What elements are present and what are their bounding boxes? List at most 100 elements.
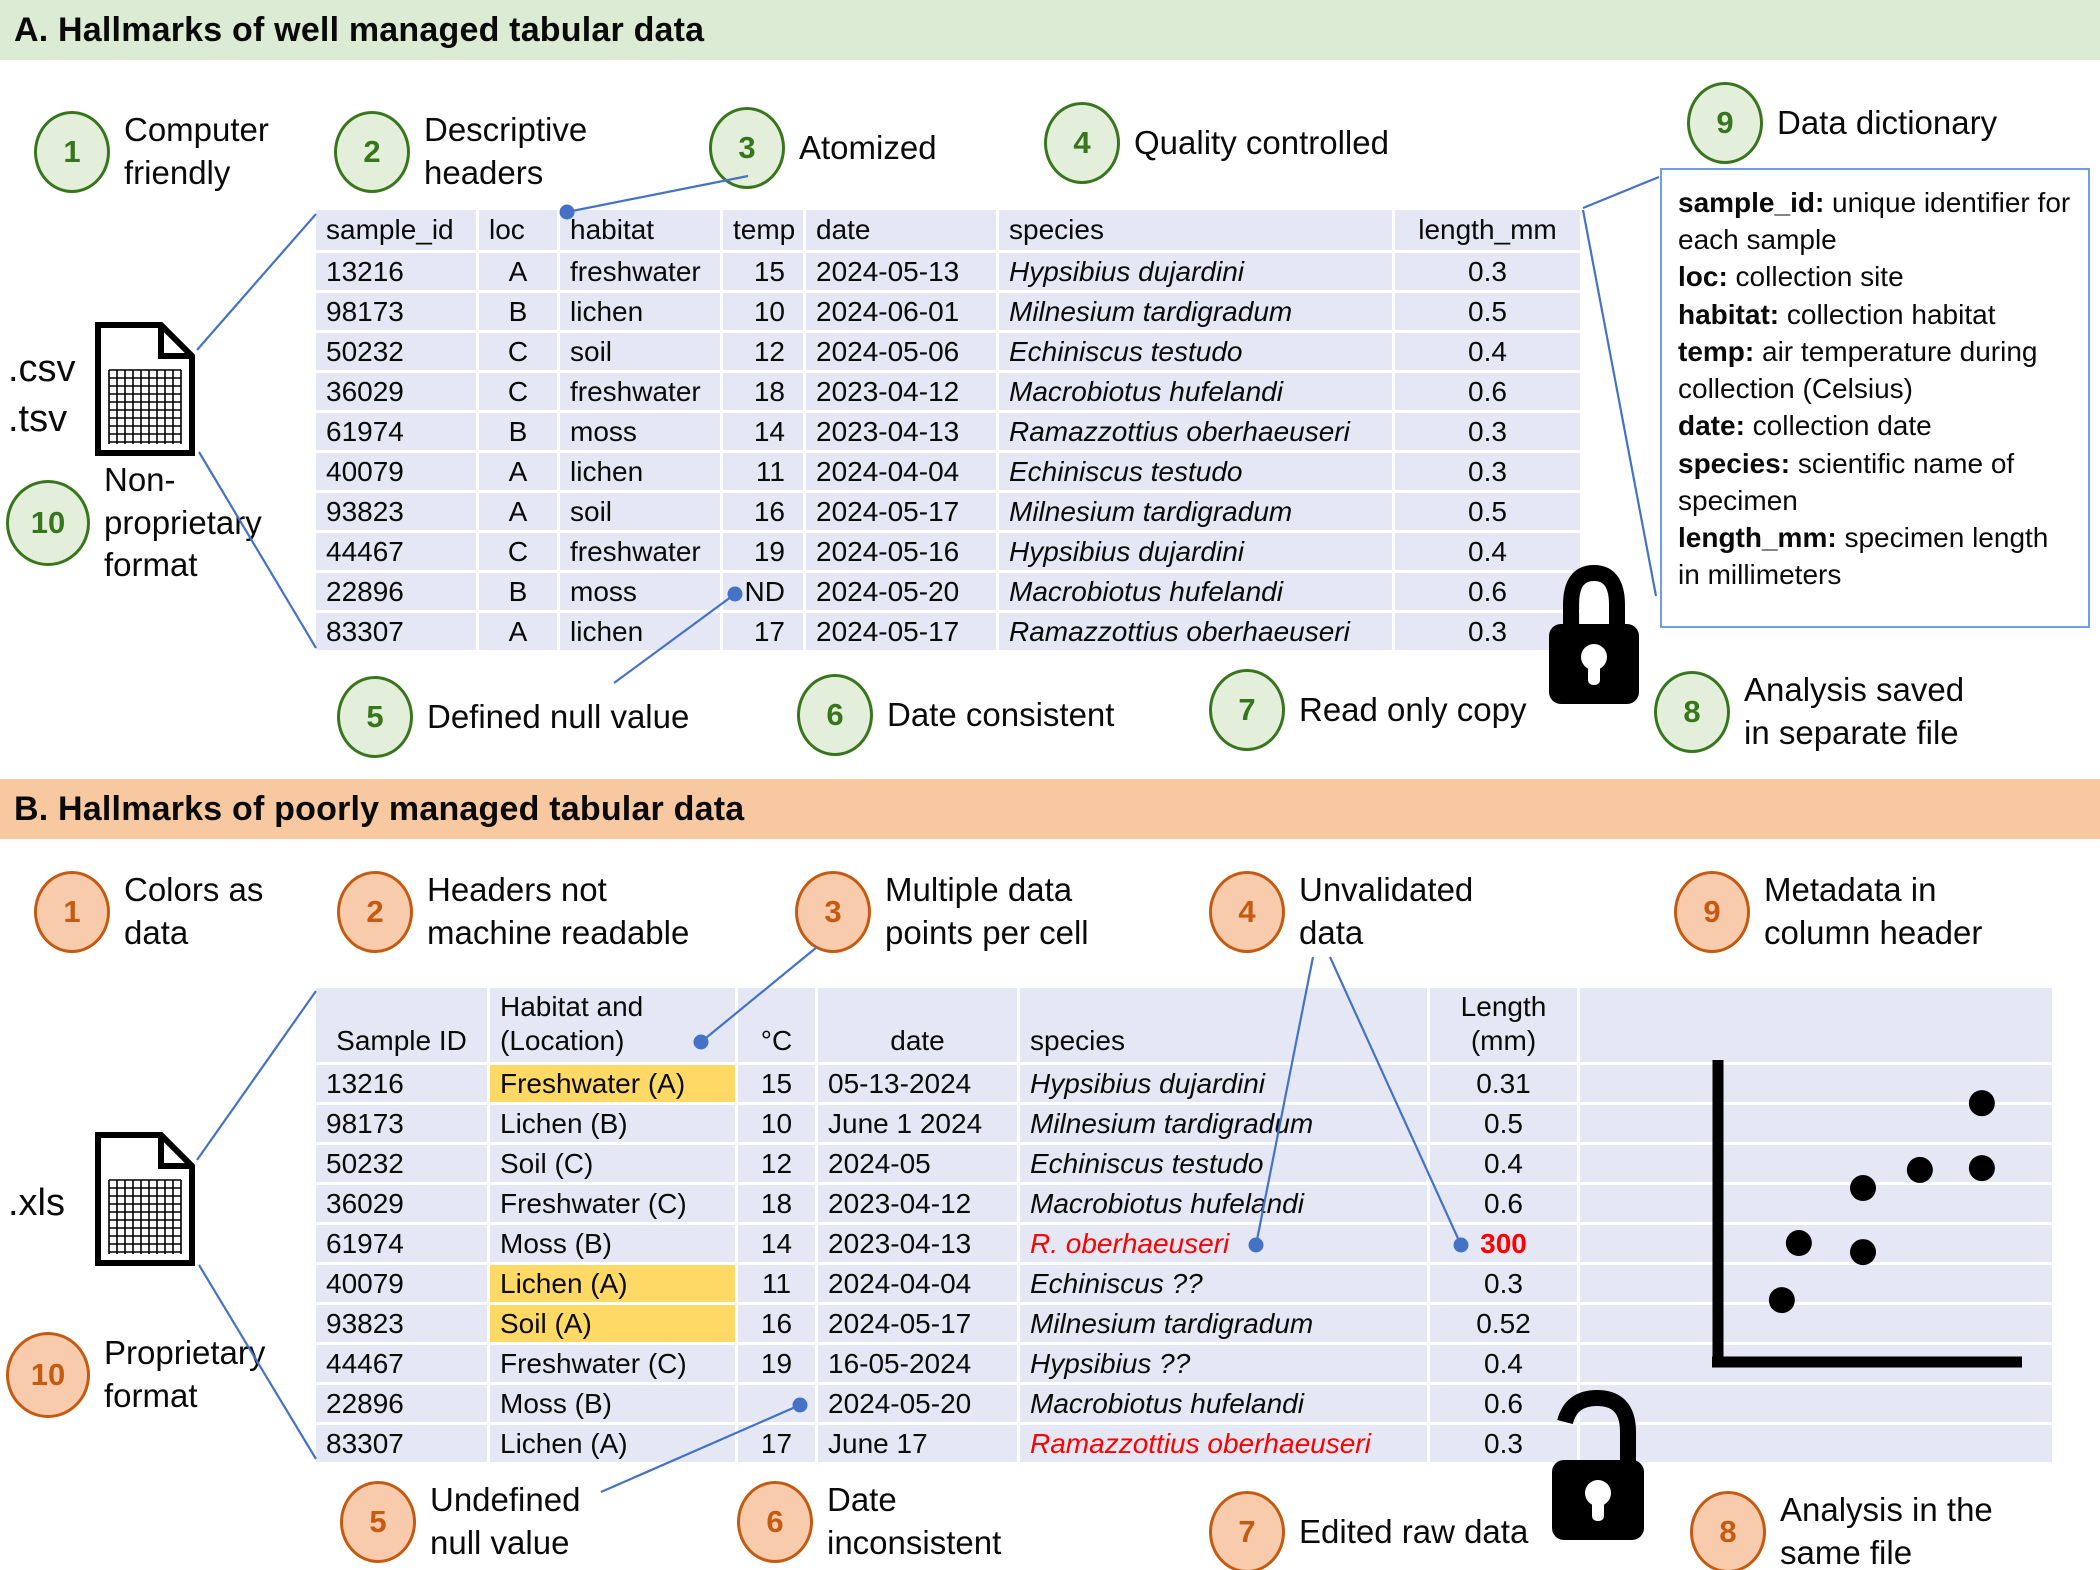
hallmark-a-analysis-separate-file: 8 Analysis saved in separate file [1654,666,1964,758]
hallmark-a-date-consistent: 6 Date consistent [797,669,1114,761]
hallmark-b-undefined-null-value: 5 Undefined null value [340,1476,580,1568]
badge-number: 9 [1703,894,1721,929]
table-cell: 0.3 [1395,413,1580,450]
hallmark-b-unvalidated-data: 4 Unvalidated data [1209,866,1473,958]
dictionary-entry: habitat: collection habitat [1678,298,1996,330]
table-cell: 44467 [316,533,476,570]
number-badge-icon: 6 [797,674,873,756]
hallmark-a-quality-controlled: 4 Quality controlled [1044,97,1389,189]
column-header: temp [723,210,803,250]
empty-row-cell [1580,1305,2052,1342]
table-cell: A [479,253,557,290]
dictionary-entry: date: collection date [1678,410,1932,442]
number-badge-icon: 2 [337,871,413,953]
number-badge-icon: 7 [1209,1491,1285,1570]
table-cell: 0.4 [1430,1345,1577,1382]
hallmark-label: Metadata in column header [1764,871,1983,951]
hallmark-label: Multiple data points per cell [885,871,1089,951]
table-cell: 2024-04-04 [806,453,996,490]
badge-number: 10 [30,505,66,540]
table-cell: R. oberhaeuseri [1020,1225,1427,1262]
hallmark-label: Proprietary format [104,1334,266,1414]
panel-b-header-bar: B. Hallmarks of poorly managed tabular d… [0,779,2100,839]
table-cell: Ramazzottius oberhaeuseri [999,613,1392,650]
table-cell: Hypsibius ?? [1020,1345,1427,1382]
hallmark-label: Edited raw data [1299,1512,1529,1550]
table-cell: 98173 [316,293,476,330]
table-cell: 0.6 [1430,1185,1577,1222]
table-cell: 0.4 [1430,1145,1577,1182]
number-badge-icon: 5 [337,676,413,758]
empty-row-cell [1580,1425,2052,1462]
badge-number: 6 [766,1504,784,1539]
scatter-point [1968,1090,1995,1117]
table-cell: 10 [723,293,803,330]
table-cell: 0.4 [1395,333,1580,370]
table-cell: 2024-05-20 [806,573,996,610]
column-header: species [1020,988,1427,1062]
data-dictionary-box: sample_id: unique identifier for each sa… [1660,168,2090,628]
csv-extension-label: .csv [8,348,76,390]
table-cell: 22896 [316,1385,487,1422]
table-cell: 12 [738,1145,815,1182]
hallmark-b-headers-not-machine-readable: 2 Headers not machine readable [337,866,689,958]
table-cell: soil [560,493,720,530]
badge-number: 1 [63,134,81,169]
table-cell: Moss (B) [490,1385,735,1422]
hallmark-label: Read only copy [1299,690,1527,728]
table-cell: 2024-04-04 [818,1265,1017,1302]
table-cell: Milnesium tardigradum [999,293,1392,330]
dictionary-entry: temp: air temperature during collection … [1678,335,2038,405]
number-badge-icon: 2 [334,111,410,193]
hallmark-a-defined-null-value: 5 Defined null value [337,671,689,763]
hallmark-label: Undefined null value [430,1481,581,1561]
panel-b-title: B. Hallmarks of poorly managed tabular d… [14,789,745,828]
scatter-point [1785,1230,1812,1257]
hallmark-label: Computer friendly [124,111,269,191]
table-cell: B [479,293,557,330]
column-header: species [999,210,1392,250]
column-header: date [806,210,996,250]
scatter-point [1906,1156,1933,1183]
dictionary-entry: loc: collection site [1678,261,1904,293]
table-cell: 12 [723,333,803,370]
empty-row-cell [1580,1385,2052,1422]
table-cell: 0.6 [1395,573,1580,610]
table-cell: 0.3 [1395,253,1580,290]
table-cell: A [479,453,557,490]
table-cell: 50232 [316,1145,487,1182]
scatter-axes [1712,1060,2022,1368]
table-cell: Echiniscus testudo [1020,1145,1427,1182]
table-cell: 2024-05-06 [806,333,996,370]
number-badge-icon: 1 [34,871,110,953]
table-cell: Lichen (A) [490,1425,735,1462]
table-cell: Milnesium tardigradum [1020,1305,1427,1342]
connector-line [196,213,317,351]
table-cell: Macrobiotus hufelandi [1020,1185,1427,1222]
table-cell: Lichen (B) [490,1105,735,1142]
table-cell: 19 [723,533,803,570]
badge-number: 8 [1683,694,1701,729]
hallmark-b-edited-raw-data: 7 Edited raw data [1209,1486,1528,1570]
table-cell: 18 [723,373,803,410]
table-cell: freshwater [560,253,720,290]
hallmark-a-atomized: 3 Atomized [709,102,937,194]
number-badge-icon: 6 [737,1481,813,1563]
number-badge-icon: 3 [709,107,785,189]
table-cell: 40079 [316,1265,487,1302]
table-cell: Echiniscus testudo [999,453,1392,490]
badge-number: 5 [369,1504,387,1539]
table-cell: C [479,333,557,370]
table-cell: 2024-06-01 [806,293,996,330]
badge-number: 7 [1238,1514,1256,1549]
table-cell: 2024-05-16 [806,533,996,570]
hallmark-b-multiple-data-points: 3 Multiple data points per cell [795,866,1089,958]
table-cell: 83307 [316,613,476,650]
well-managed-table: sample_id loc habitat temp date species length… [316,210,1580,650]
column-header: °C [738,988,815,1062]
table-cell: 10 [738,1105,815,1142]
badge-number: 10 [30,1357,66,1392]
dictionary-entry: sample_id: unique identifier for each sa… [1678,187,2071,256]
column-header: Habitat and (Location) [490,988,735,1062]
number-badge-icon: 1 [34,111,110,193]
